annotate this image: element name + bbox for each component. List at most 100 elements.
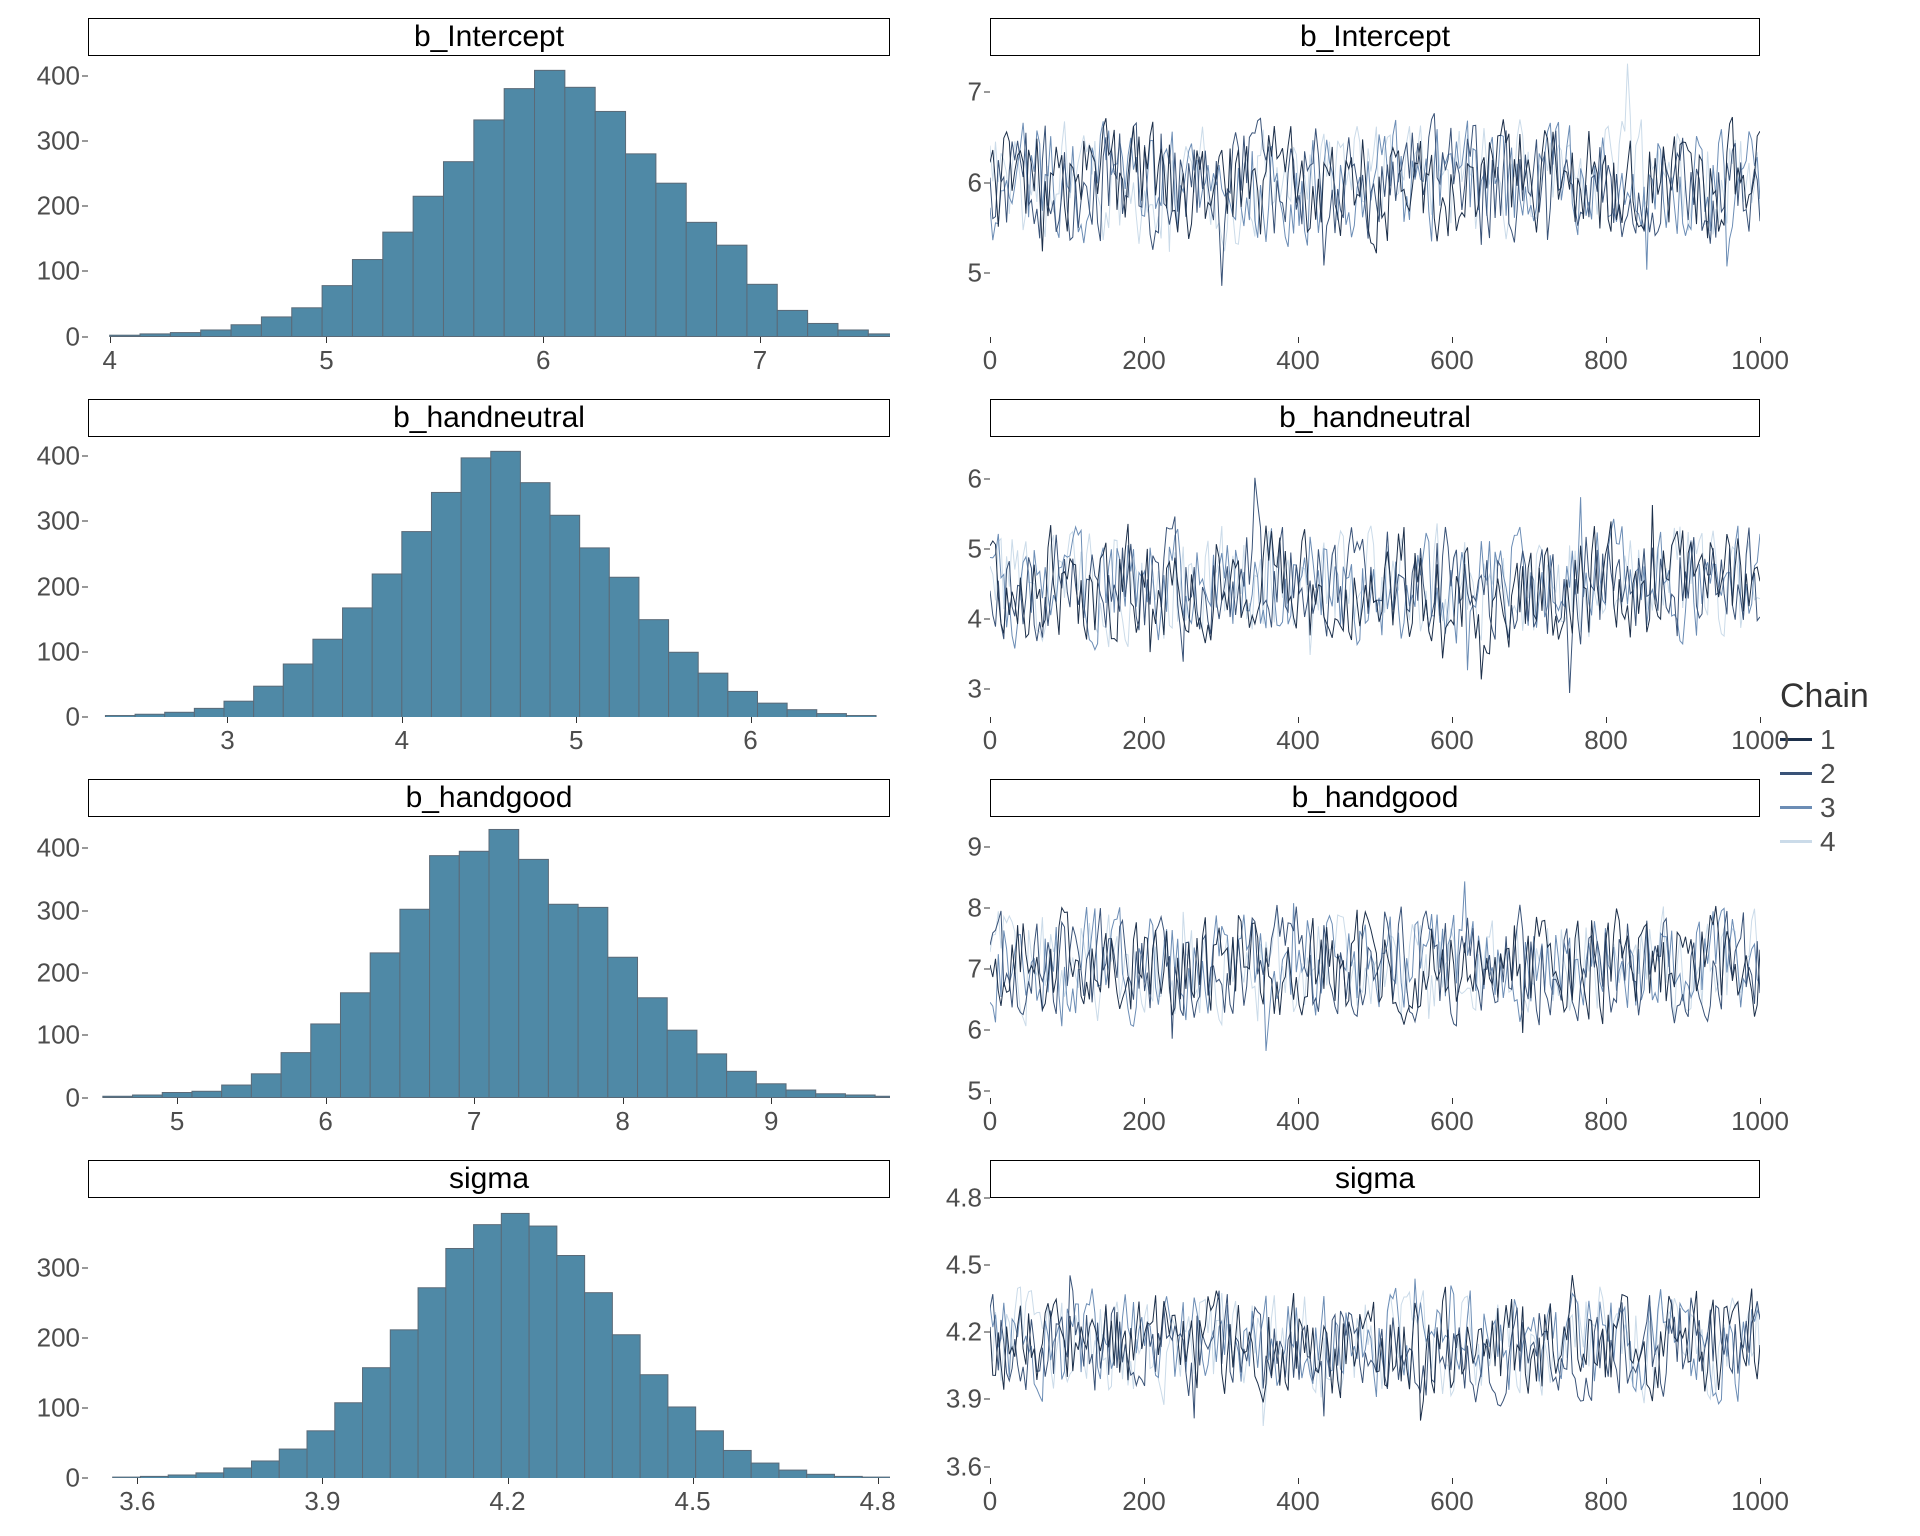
histogram-bar [580, 547, 610, 717]
x-tick-label: 4 [102, 345, 116, 376]
x-tick-label: 7 [753, 345, 767, 376]
x-tick-label: 800 [1584, 345, 1627, 376]
histogram-bar [474, 1224, 502, 1478]
y-tick-label: 200 [37, 191, 80, 222]
y-tick-label: 300 [37, 895, 80, 926]
plot-box: b_Intercept [990, 18, 1760, 337]
y-tick-label: 100 [37, 1020, 80, 1051]
plot-region [88, 1198, 890, 1479]
x-tick-label: 400 [1276, 1106, 1319, 1137]
y-tick-label: 400 [37, 441, 80, 472]
x-tick-mark [1606, 337, 1607, 343]
x-axis: 3456 [88, 717, 890, 757]
histogram-bar [489, 829, 519, 1097]
x-tick-label: 5 [319, 345, 333, 376]
y-tick-label: 200 [37, 957, 80, 988]
plot-box: b_handgood [88, 779, 890, 1098]
histogram-bar [747, 284, 777, 336]
y-axis: 0100200300400 [10, 399, 88, 718]
x-tick-mark [771, 1098, 772, 1104]
histogram-bar [557, 1255, 585, 1478]
histogram-bar [520, 482, 550, 717]
y-tick-label: 0 [66, 1463, 80, 1494]
histogram-bar [698, 673, 728, 717]
y-tick-label: 0 [66, 702, 80, 733]
panel-inner: 0100200300400b_handneutral [10, 399, 890, 718]
panel-inner: 0100200300400b_handgood [10, 779, 890, 1098]
y-tick-label: 300 [37, 506, 80, 537]
y-tick-label: 5 [968, 533, 982, 564]
x-tick-label: 4.5 [675, 1486, 711, 1517]
histogram-bar [343, 607, 373, 717]
panel-title-strip: b_Intercept [990, 18, 1760, 56]
x-tick-label: 0 [983, 1106, 997, 1137]
trace-line-chain [990, 907, 1760, 1027]
histogram-bar [519, 859, 549, 1097]
histogram-bar [431, 492, 461, 717]
x-tick-mark [1452, 1478, 1453, 1484]
x-tick-mark [1760, 337, 1761, 343]
histogram-bar [251, 1074, 281, 1098]
x-tick-mark [1298, 337, 1299, 343]
y-tick-label: 4.2 [946, 1317, 982, 1348]
plot-box: sigma [990, 1160, 1760, 1479]
x-tick-label: 200 [1122, 1486, 1165, 1517]
y-tick-label: 200 [37, 1322, 80, 1353]
histogram-bar [757, 703, 787, 717]
y-axis: 3456 [930, 399, 990, 718]
x-axis: 02004006008001000 [990, 1478, 1760, 1518]
legend: Chain 1234 [1780, 677, 1869, 860]
histogram-bar [372, 573, 402, 717]
trace-panel: 567b_Intercept02004006008001000 [930, 18, 1760, 377]
histogram-bar [626, 154, 656, 337]
x-tick-label: 5 [170, 1106, 184, 1137]
legend-item: 2 [1780, 758, 1869, 790]
x-tick-label: 3.9 [304, 1486, 340, 1517]
y-axis: 0100200300400 [10, 779, 88, 1098]
y-tick-label: 4.8 [946, 1182, 982, 1213]
histogram-svg [88, 437, 890, 718]
x-tick-label: 400 [1276, 345, 1319, 376]
x-tick-label: 0 [983, 1486, 997, 1517]
histogram-bar [669, 652, 699, 717]
plot-box: sigma [88, 1160, 890, 1479]
x-tick-mark [1144, 337, 1145, 343]
x-tick-label: 4.2 [489, 1486, 525, 1517]
x-tick-mark [990, 1098, 991, 1104]
legend-label: 1 [1820, 724, 1836, 756]
legend-item: 1 [1780, 724, 1869, 756]
histogram-svg [88, 56, 890, 337]
plot-grid: 0 100 200 300 400 b_Intercept 4 567567b_Interce… [0, 0, 1770, 1536]
histogram-bar [751, 1463, 779, 1478]
x-tick-mark [1760, 1098, 1761, 1104]
plot-box: b_handneutral [990, 399, 1760, 718]
x-tick-label: 800 [1584, 1486, 1627, 1517]
histogram-bar [535, 70, 565, 336]
histogram-bar [756, 1084, 786, 1098]
histogram-bar [461, 457, 491, 717]
panel-inner: 0100200300sigma [10, 1160, 890, 1479]
trace-svg [990, 437, 1760, 718]
x-tick-mark [402, 717, 403, 723]
histogram-bar [777, 310, 807, 336]
histogram-svg [88, 817, 890, 1098]
histogram-bar [370, 953, 400, 1098]
y-tick-label: 300 [37, 1252, 80, 1283]
histogram-bar [281, 1053, 311, 1098]
x-tick-mark [1452, 337, 1453, 343]
y-axis: 567 [930, 18, 990, 337]
panel-title-strip: b_handgood [990, 779, 1760, 817]
y-tick-label: 100 [37, 256, 80, 287]
x-tick-label: 8 [615, 1106, 629, 1137]
x-tick-label: 600 [1430, 725, 1473, 756]
y-axis: 3.63.94.24.54.8 [930, 1160, 990, 1479]
x-tick-mark [1606, 717, 1607, 723]
histogram-bar [585, 1292, 613, 1478]
histogram-bar [697, 1054, 727, 1098]
x-tick-mark [1452, 717, 1453, 723]
y-tick-label: 3.9 [946, 1384, 982, 1415]
histogram-bar [283, 664, 313, 717]
y-tick-label: 5 [968, 1076, 982, 1107]
y-tick-label: 7 [968, 954, 982, 985]
x-tick-mark [990, 1478, 991, 1484]
